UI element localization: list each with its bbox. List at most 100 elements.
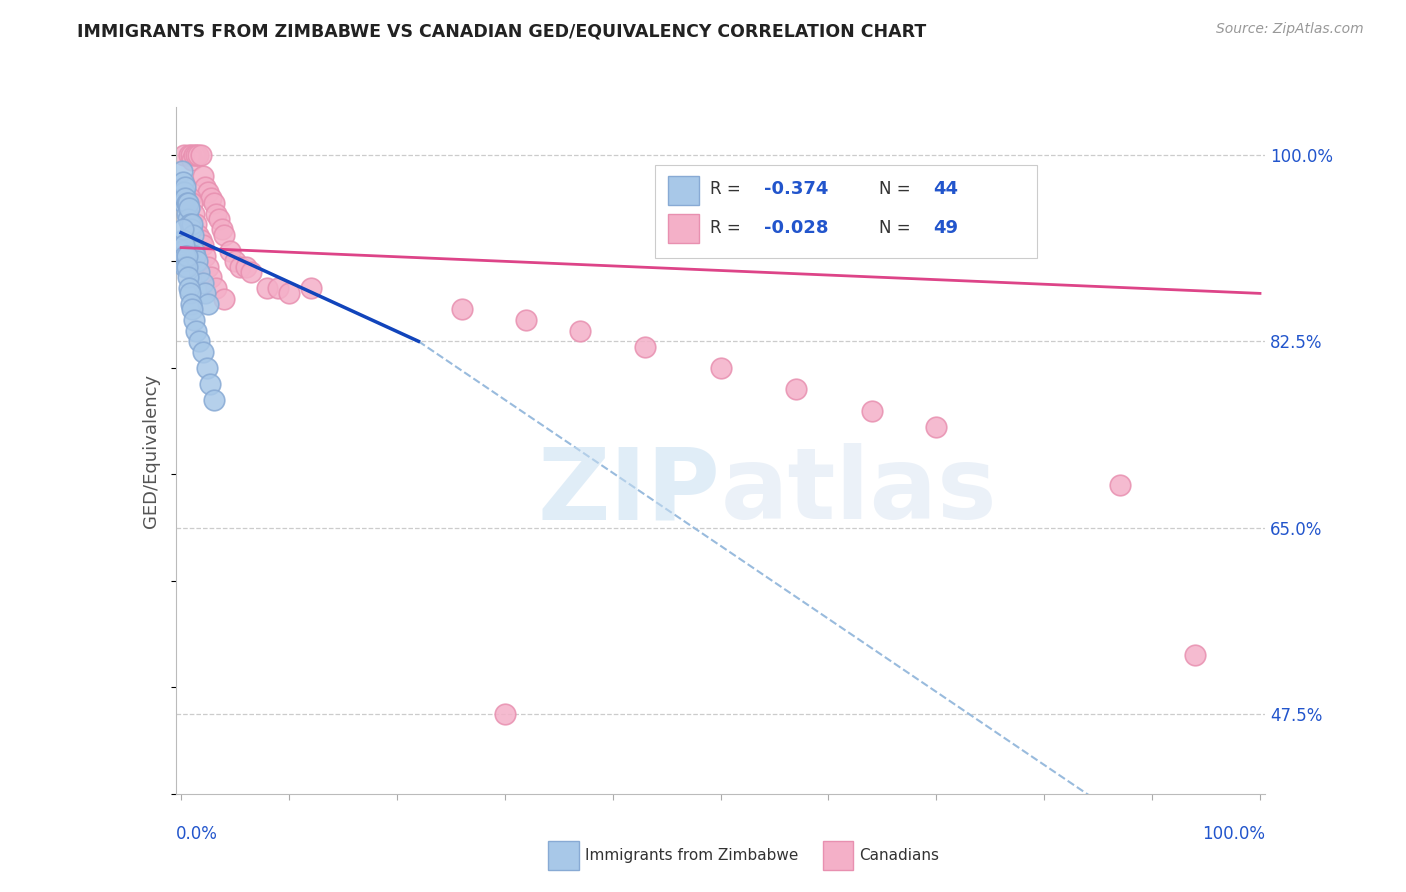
Point <box>174 180 197 194</box>
Point <box>187 227 209 242</box>
Text: 44: 44 <box>934 180 957 198</box>
Point <box>177 148 200 162</box>
Point <box>200 190 222 204</box>
Point <box>176 195 198 210</box>
Point <box>1184 648 1206 663</box>
Point <box>179 190 201 204</box>
Point <box>190 148 212 162</box>
Bar <box>668 176 699 204</box>
Bar <box>548 841 579 870</box>
Point <box>186 148 208 162</box>
Text: 49: 49 <box>934 219 957 237</box>
Point <box>172 222 194 236</box>
Point <box>172 233 194 247</box>
Point <box>183 148 205 162</box>
Point <box>299 281 322 295</box>
Point <box>177 201 200 215</box>
Point <box>191 345 214 359</box>
FancyBboxPatch shape <box>655 165 1036 258</box>
Text: ZIP: ZIP <box>537 443 721 541</box>
Point <box>256 281 278 295</box>
Point <box>181 195 204 210</box>
Point <box>190 233 212 247</box>
Bar <box>823 841 853 870</box>
Point <box>785 382 807 396</box>
Point <box>183 313 205 327</box>
Point <box>188 265 211 279</box>
Point <box>173 148 195 162</box>
Point <box>214 292 236 306</box>
Point <box>172 175 194 189</box>
Text: atlas: atlas <box>721 443 997 541</box>
Point <box>634 340 657 354</box>
Text: R =: R = <box>710 180 745 198</box>
Point <box>177 281 200 295</box>
Point <box>172 164 194 178</box>
Point <box>194 249 217 263</box>
Point <box>195 360 218 375</box>
Text: N =: N = <box>879 180 915 198</box>
Point <box>173 254 195 268</box>
Point <box>176 206 198 220</box>
Point <box>183 244 205 258</box>
Point <box>202 195 225 210</box>
Point <box>181 217 204 231</box>
Text: -0.374: -0.374 <box>765 180 828 198</box>
Point <box>197 297 219 311</box>
Point <box>191 276 214 290</box>
Y-axis label: GED/Equivalency: GED/Equivalency <box>142 374 160 527</box>
Point <box>184 249 207 263</box>
Point <box>174 260 197 274</box>
Point <box>450 302 472 317</box>
Point <box>174 190 197 204</box>
Point <box>208 211 231 226</box>
Point <box>180 297 202 311</box>
Point <box>224 254 246 268</box>
Text: Immigrants from Zimbabwe: Immigrants from Zimbabwe <box>585 848 799 863</box>
Point <box>197 260 219 274</box>
Point <box>240 265 263 279</box>
Point <box>200 376 222 391</box>
Point <box>267 281 290 295</box>
Point <box>173 186 195 200</box>
Point <box>179 286 201 301</box>
Point <box>278 286 301 301</box>
Point <box>181 227 204 242</box>
Text: 0.0%: 0.0% <box>176 825 218 843</box>
Point <box>180 148 202 162</box>
Point <box>173 195 195 210</box>
Point <box>181 302 204 317</box>
Text: IMMIGRANTS FROM ZIMBABWE VS CANADIAN GED/EQUIVALENCY CORRELATION CHART: IMMIGRANTS FROM ZIMBABWE VS CANADIAN GED… <box>77 22 927 40</box>
Point <box>174 249 197 263</box>
Point <box>172 190 194 204</box>
Point <box>176 195 198 210</box>
Text: Source: ZipAtlas.com: Source: ZipAtlas.com <box>1216 22 1364 37</box>
Point <box>710 360 733 375</box>
Point <box>197 186 219 200</box>
Point <box>204 206 226 220</box>
Point <box>194 180 217 194</box>
Point <box>229 260 252 274</box>
Point <box>186 324 208 338</box>
Point <box>186 254 208 268</box>
Point <box>172 244 194 258</box>
Point <box>569 324 592 338</box>
Bar <box>668 214 699 243</box>
Text: -0.028: -0.028 <box>765 219 828 237</box>
Point <box>1108 478 1130 492</box>
Point <box>179 217 201 231</box>
Point <box>176 260 198 274</box>
Point <box>183 206 205 220</box>
Point <box>194 286 217 301</box>
Point <box>211 222 233 236</box>
Text: R =: R = <box>710 219 745 237</box>
Point <box>187 148 209 162</box>
Point <box>181 153 204 168</box>
Point <box>176 211 198 226</box>
Point <box>176 249 198 263</box>
Point <box>191 169 214 184</box>
Point <box>235 260 257 274</box>
Point <box>515 313 537 327</box>
Point <box>176 270 198 285</box>
Point <box>180 222 202 236</box>
